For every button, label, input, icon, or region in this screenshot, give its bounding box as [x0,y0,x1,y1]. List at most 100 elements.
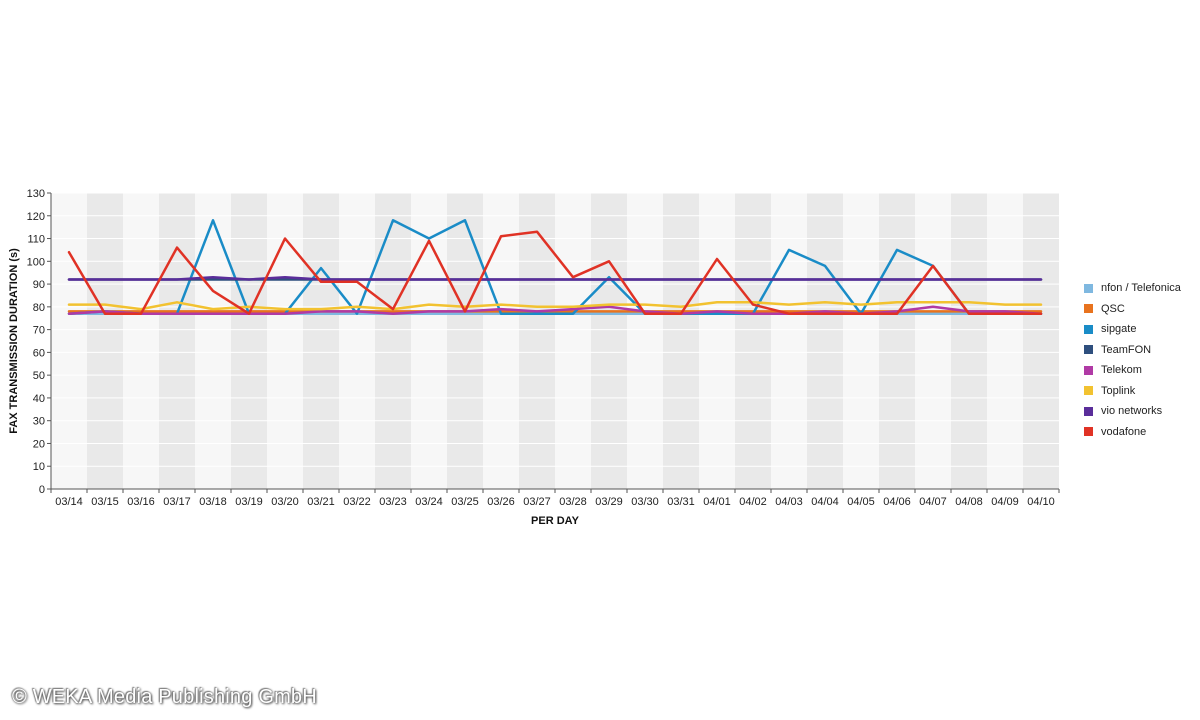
y-tick-label: 80 [33,302,45,314]
legend-item-teamfon: TeamFON [1084,340,1200,361]
plot-band [375,193,411,489]
plot-band [591,193,627,489]
chart-legend: nfon / Telefonica QSC sipgate TeamFON Teleko… [1084,278,1200,442]
plot-band [483,193,519,489]
x-tick-label: 03/23 [379,496,407,508]
y-tick-label: 10 [33,461,45,473]
plot-band [807,193,843,489]
x-tick-label: 04/10 [1027,496,1055,508]
series-line-sipgate [67,219,1043,315]
legend-label: sipgate [1101,323,1137,336]
x-tick-label: 03/26 [487,496,515,508]
y-axis-title: FAX TRANSMISSION DURATION (s) [8,248,20,434]
series-line-vodafone [67,230,1043,315]
y-tick-label: 30 [33,416,45,428]
plot-band [123,193,159,489]
x-tick-label: 03/27 [523,496,551,508]
plot-band [519,193,555,489]
legend-item-qsc: QSC [1084,299,1200,320]
series-line-vio-networks [67,275,1043,281]
y-tick-label: 0 [39,484,45,496]
x-tick-label: 04/06 [883,496,911,508]
x-tick-label: 03/18 [199,496,227,508]
legend-item-vodafone: vodafone [1084,422,1200,443]
legend-label: QSC [1101,302,1125,315]
x-tick-label: 03/28 [559,496,587,508]
x-tick-label: 03/21 [307,496,335,508]
plot-band [195,193,231,489]
x-tick-label: 04/02 [739,496,767,508]
legend-swatch [1084,386,1093,396]
y-tick-label: 60 [33,347,45,359]
x-tick-label: 03/29 [595,496,623,508]
plot-band [735,193,771,489]
plot-band [951,193,987,489]
x-tick-label: 04/04 [811,496,839,508]
plot-band [915,193,951,489]
plot-band [303,193,339,489]
legend-swatch [1084,345,1093,355]
x-tick-label: 04/08 [955,496,983,508]
x-tick-label: 03/20 [271,496,299,508]
x-tick-label: 03/24 [415,496,443,508]
x-tick-label: 03/15 [91,496,119,508]
plot-band [447,193,483,489]
plot-band [159,193,195,489]
y-tick-label: 90 [33,279,45,291]
x-tick-label: 04/03 [775,496,803,508]
y-tick-label: 100 [27,256,45,268]
plot-band [339,193,375,489]
legend-swatch [1084,324,1093,334]
x-axis-title: PER DAY [531,515,580,527]
x-tick-label: 03/22 [343,496,371,508]
x-tick-label: 04/09 [991,496,1019,508]
legend-label: Telekom [1101,364,1142,377]
plot-band [267,193,303,489]
legend-label: TeamFON [1101,343,1152,356]
legend-label: nfon / Telefonica [1101,282,1181,295]
y-tick-label: 120 [27,211,45,223]
x-tick-label: 03/30 [631,496,659,508]
y-tick-label: 70 [33,325,45,337]
legend-item-nfon-telefonica: nfon / Telefonica [1084,278,1200,299]
x-tick-label: 04/01 [703,496,731,508]
x-tick-label: 04/05 [847,496,875,508]
legend-label: Toplink [1101,384,1136,397]
plot-band [663,193,699,489]
legend-item-telekom: Telekom [1084,360,1200,381]
legend-swatch [1084,283,1093,293]
y-tick-label: 110 [27,234,45,246]
x-tick-label: 03/14 [55,496,83,508]
y-tick-label: 40 [33,393,45,405]
y-tick-label: 20 [33,438,45,450]
plot-band [879,193,915,489]
legend-swatch [1084,365,1093,375]
legend-label: vodafone [1101,425,1147,438]
x-tick-label: 04/07 [919,496,947,508]
legend-item-vio-networks: vio networks [1084,401,1200,422]
x-tick-label: 03/19 [235,496,263,508]
plot-band [231,193,267,489]
legend-swatch [1084,406,1093,416]
legend-label: vio networks [1101,405,1163,418]
plot-band [51,193,87,489]
plot-band [555,193,591,489]
legend-swatch [1084,304,1093,314]
plot-band [1023,193,1059,489]
plot-band [627,193,663,489]
y-tick-label: 130 [27,188,45,200]
plot-band [87,193,123,489]
plot-band [771,193,807,489]
x-tick-label: 03/16 [127,496,155,508]
copyright-notice: © WEKA Media Publishing GmbH [12,686,317,708]
x-tick-label: 03/25 [451,496,479,508]
legend-item-toplink: Toplink [1084,381,1200,402]
series-line-toplink [67,301,1043,311]
plot-band [843,193,879,489]
x-tick-label: 03/31 [667,496,695,508]
legend-item-sipgate: sipgate [1084,319,1200,340]
x-tick-label: 03/17 [163,496,191,508]
legend-swatch [1084,427,1093,437]
plot-band [699,193,735,489]
